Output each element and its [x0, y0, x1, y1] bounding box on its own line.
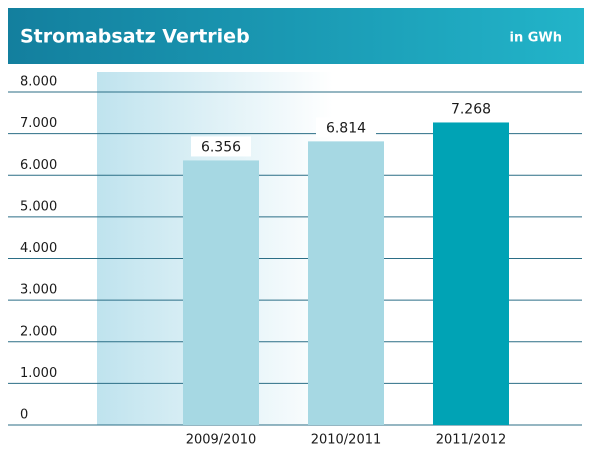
y-tick-label: 6.000 — [20, 158, 57, 173]
y-tick-label: 2.000 — [20, 324, 57, 339]
y-tick-label: 5.000 — [20, 199, 57, 214]
y-tick-label: 0 — [20, 408, 28, 423]
x-tick-label: 2010/2011 — [311, 433, 382, 448]
y-tick-label: 3.000 — [20, 283, 57, 298]
chart-title: Stromabsatz Vertrieb — [20, 26, 250, 48]
bar — [183, 160, 259, 425]
bar — [433, 122, 509, 426]
y-tick-label: 8.000 — [20, 75, 57, 90]
value-label: 6.356 — [201, 139, 241, 155]
header-bar — [8, 8, 584, 64]
value-label-bg — [191, 136, 251, 157]
value-label: 7.268 — [451, 101, 491, 117]
bar — [308, 141, 384, 425]
unit-label: in GWh — [509, 31, 562, 46]
y-tick-label: 1.000 — [20, 366, 57, 381]
y-tick-label: 7.000 — [20, 116, 57, 131]
value-label-bg — [441, 98, 501, 119]
x-tick-label: 2009/2010 — [186, 433, 257, 448]
y-tick-label: 4.000 — [20, 241, 57, 256]
value-label: 6.814 — [326, 120, 366, 136]
x-tick-label: 2011/2012 — [436, 433, 507, 448]
value-label-bg — [316, 117, 376, 138]
